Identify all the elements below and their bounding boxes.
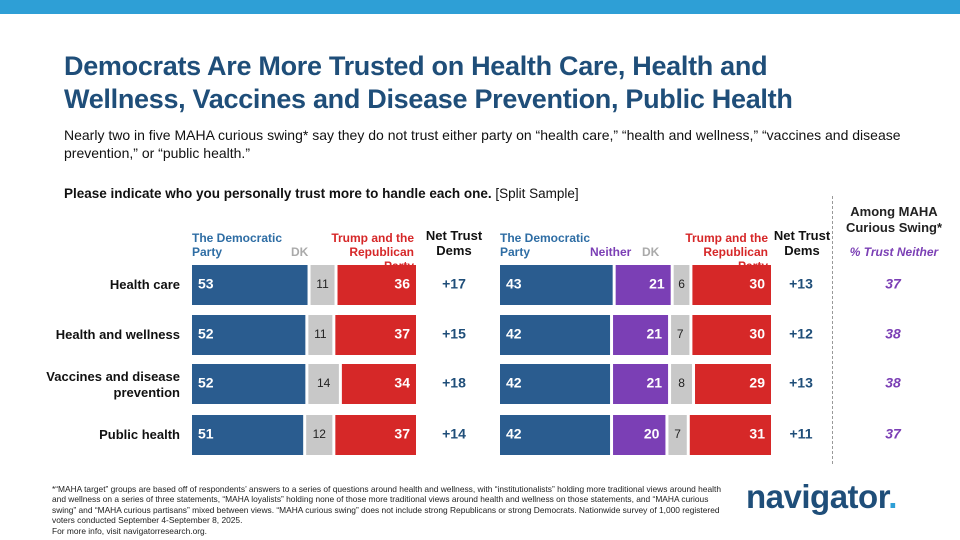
label-left-rep: 37: [394, 326, 410, 342]
header-left-net-trust: Net Trust Dems: [425, 228, 483, 258]
net-left: +18: [442, 375, 466, 391]
maha-trust-neither-value: 38: [885, 326, 901, 342]
label-left-dem: 53: [198, 276, 214, 292]
label-right-rep: 31: [749, 426, 765, 442]
label-right-dem: 42: [506, 375, 522, 391]
label-right-rep: 30: [749, 326, 765, 342]
header-right-net-trust: Net Trust Dems: [773, 228, 831, 258]
net-right: +13: [789, 276, 813, 292]
bar-right-dem: [500, 364, 611, 404]
top-accent-bar: [0, 0, 960, 14]
row-label-vaccines: Vaccines and disease prevention: [46, 369, 180, 400]
label-right-dem: 42: [506, 326, 522, 342]
logo-dot: .: [888, 478, 897, 515]
net-left: +14: [442, 426, 466, 442]
bar-left-dem: [192, 415, 304, 455]
row-label-health-care: Health care: [109, 277, 180, 292]
label-right-dk: 8: [678, 376, 685, 390]
bar-right-dk: [671, 364, 693, 404]
bar-right-neither: [613, 415, 666, 455]
bar-left-rep: [337, 265, 416, 305]
bar-left-dem: [192, 364, 306, 404]
bar-left-dem: [192, 265, 308, 305]
maha-trust-neither-value: 37: [885, 426, 902, 442]
label-right-dk: 7: [674, 427, 681, 441]
column-divider: [832, 196, 833, 464]
question-note: [Split Sample]: [491, 186, 579, 201]
bar-right-dk: [671, 315, 690, 355]
header-right-dk: DK: [642, 245, 660, 259]
label-left-dk: 12: [313, 427, 327, 441]
question-text: Please indicate who you personally trust…: [64, 186, 492, 201]
bar-right-neither: [613, 364, 669, 404]
bar-left-rep: [335, 415, 416, 455]
bar-right-rep: [689, 415, 771, 455]
label-left-dk: 11: [314, 327, 327, 341]
label-right-neither: 21: [646, 326, 662, 342]
page-title: Democrats Are More Trusted on Health Car…: [64, 51, 793, 114]
maha-column-subtitle: % Trust Neither: [849, 245, 939, 259]
page-subtitle: Nearly two in five MAHA curious swing* s…: [64, 127, 901, 161]
label-right-dk: 6: [678, 277, 685, 291]
logo-text: navigator: [746, 478, 889, 515]
label-left-dem: 52: [198, 326, 214, 342]
maha-trust-neither-value: 37: [885, 276, 902, 292]
net-left: +15: [442, 326, 466, 342]
label-left-dk: 14: [317, 376, 331, 390]
label-right-dem: 42: [506, 426, 522, 442]
survey-question: Please indicate who you personally trust…: [64, 186, 579, 201]
bar-right-dk: [673, 265, 690, 305]
label-left-dk: 11: [316, 277, 329, 291]
label-left-dem: 52: [198, 375, 214, 391]
maha-trust-neither-value: 38: [885, 375, 901, 391]
row-label-public-health: Public health: [99, 427, 180, 442]
bar-right-rep: [692, 315, 771, 355]
net-right: +11: [790, 426, 813, 442]
bar-left-dk: [310, 265, 335, 305]
row-label-health-and-wellness: Health and wellness: [55, 327, 180, 342]
label-right-neither: 21: [646, 375, 662, 391]
header-left-dk: DK: [291, 245, 309, 259]
bar-right-dem: [500, 315, 611, 355]
header-right-democratic: The Democratic Party: [500, 231, 591, 259]
bar-left-rep: [341, 364, 416, 404]
net-right: +13: [789, 375, 813, 391]
label-right-neither: 20: [644, 426, 660, 442]
navigator-logo: navigator.: [746, 478, 897, 516]
label-right-dem: 43: [506, 276, 522, 292]
header-left-democratic: The Democratic Party: [192, 231, 283, 259]
bar-right-dem: [500, 415, 611, 455]
bar-left-dem: [192, 315, 306, 355]
bar-right-dem: [500, 265, 613, 305]
label-right-rep: 30: [749, 276, 765, 292]
label-right-neither: 21: [649, 276, 665, 292]
label-left-rep: 36: [394, 276, 410, 292]
bar-right-dk: [668, 415, 687, 455]
label-left-rep: 37: [394, 426, 410, 442]
label-right-dk: 7: [677, 327, 684, 341]
net-left: +17: [442, 276, 466, 292]
header-right-neither: Neither: [590, 245, 632, 259]
bar-left-dk: [306, 415, 333, 455]
label-right-rep: 29: [749, 375, 765, 391]
net-right: +12: [789, 326, 813, 342]
bar-right-neither: [615, 265, 671, 305]
label-left-dem: 51: [198, 426, 214, 442]
bar-left-rep: [335, 315, 416, 355]
maha-column-title: Among MAHA Curious Swing*: [845, 204, 943, 235]
footnote: *“MAHA target” groups are based off of r…: [52, 484, 721, 536]
bar-right-rep: [695, 364, 771, 404]
bar-right-neither: [613, 315, 669, 355]
label-left-rep: 34: [394, 375, 410, 391]
bar-left-dk: [308, 315, 333, 355]
bar-right-rep: [692, 265, 771, 305]
bar-left-dk: [308, 364, 339, 404]
